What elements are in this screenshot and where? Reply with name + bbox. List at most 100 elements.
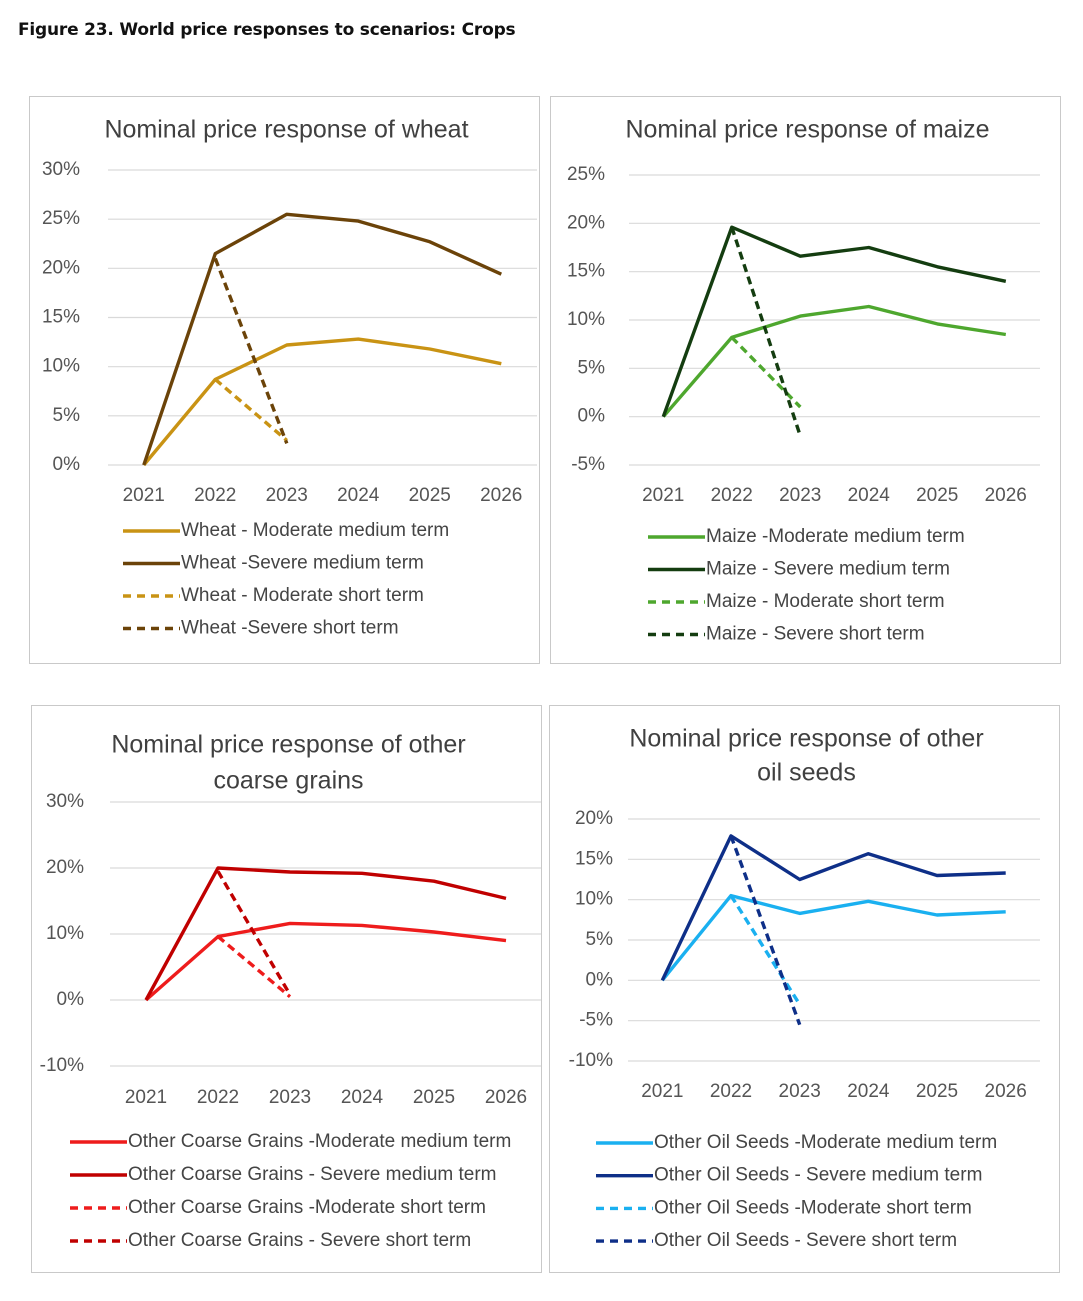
x-tick-label: 2024 — [847, 1081, 890, 1102]
y-tick-label: 20% — [575, 808, 613, 829]
chart-svg: Nominal price response of wheat 0% 5% 10% 15… — [42, 116, 537, 639]
legend-item: Wheat - Moderate short term — [123, 585, 424, 606]
legend-item: Other Coarse Grains - Severe short term — [70, 1230, 471, 1251]
chart-title: Nominal price response of other — [629, 725, 983, 753]
legend-item: Other Coarse Grains - Severe medium term — [70, 1164, 497, 1185]
chart-svg: Nominal price response of other oil seeds… — [569, 725, 1040, 1251]
y-tick-label: -10% — [569, 1050, 613, 1071]
legend-label: Wheat - Moderate short term — [181, 585, 424, 606]
legend-item: Other Oil Seeds - Severe short term — [596, 1230, 957, 1251]
series-line-wheat-severe-short-term — [213, 257, 289, 445]
x-tick-label: 2023 — [266, 485, 308, 506]
legend-item: Wheat -Severe short term — [123, 618, 399, 639]
y-tick-label: 10% — [575, 889, 613, 910]
legend-label: Other Oil Seeds - Severe short term — [654, 1230, 957, 1251]
y-tick-label: 0% — [586, 969, 614, 990]
x-tick-label: 2021 — [641, 1081, 683, 1102]
series-line-maize-severe-short-term — [730, 226, 802, 437]
x-tick-label: 2026 — [485, 1087, 527, 1108]
x-tick-label: 2026 — [985, 485, 1027, 506]
legend-label: Maize - Severe medium term — [706, 559, 950, 580]
y-tick-label: 5% — [53, 405, 81, 426]
series-line-wheat-severe-medium-term — [142, 212, 503, 466]
series-line-wheat-moderate-short-term — [214, 378, 288, 442]
figure-title: Figure 23. World price responses to scen… — [18, 20, 516, 40]
y-tick-label: 5% — [578, 357, 606, 378]
y-tick-label: 10% — [46, 923, 84, 944]
legend-item: Maize -Moderate medium term — [648, 526, 965, 547]
x-tick-label: 2024 — [341, 1087, 384, 1108]
x-tick-label: 2021 — [125, 1087, 167, 1108]
y-tick-label: 25% — [567, 164, 605, 185]
x-tick-label: 2023 — [269, 1087, 311, 1108]
coarse-grains-chart-panel: Nominal price response of other coarse gr… — [31, 705, 542, 1273]
series-line-other-oil-seeds-severe-short-term — [729, 835, 802, 1026]
legend-item: Maize - Severe short term — [648, 624, 925, 645]
y-tick-label: 10% — [567, 309, 605, 330]
legend-label: Other Oil Seeds -Moderate medium term — [654, 1132, 997, 1153]
legend-item: Other Oil Seeds -Moderate medium term — [596, 1132, 997, 1153]
y-tick-label: 10% — [42, 356, 80, 377]
y-tick-label: 30% — [46, 791, 84, 812]
series-line-other-oil-seeds-severe-medium-term — [660, 834, 1006, 982]
x-tick-label: 2021 — [123, 485, 165, 506]
y-tick-label: 15% — [567, 261, 605, 282]
series-line-other-coarse-grains-severe-medium-term — [144, 866, 507, 1001]
y-tick-label: 20% — [567, 212, 605, 233]
legend-label: Other Oil Seeds -Moderate short term — [654, 1197, 972, 1218]
legend-label: Other Oil Seeds - Severe medium term — [654, 1165, 982, 1186]
x-tick-label: 2025 — [413, 1087, 455, 1108]
chart-title: Nominal price response of maize — [625, 116, 989, 144]
legend-item: Other Coarse Grains -Moderate medium ter… — [70, 1131, 511, 1152]
legend-item: Wheat -Severe medium term — [123, 553, 424, 574]
y-tick-label: -10% — [40, 1055, 84, 1076]
legend-item: Other Coarse Grains -Moderate short term — [70, 1197, 486, 1218]
series-line-other-oil-seeds-moderate-short-term — [729, 894, 802, 1006]
y-tick-label: 0% — [578, 406, 606, 427]
x-tick-label: 2022 — [197, 1087, 239, 1108]
chart-title: Nominal price response of other — [111, 731, 465, 759]
wheat-chart-panel: Nominal price response of wheat 0% 5% 10% 15… — [29, 96, 540, 664]
y-tick-label: 0% — [53, 454, 81, 475]
x-tick-label: 2026 — [985, 1081, 1027, 1102]
y-tick-label: -5% — [571, 454, 605, 475]
x-tick-label: 2025 — [916, 485, 958, 506]
chart-title: Nominal price response of wheat — [104, 116, 468, 144]
series-line-maize-severe-medium-term — [661, 225, 1007, 418]
legend-item: Wheat - Moderate medium term — [123, 520, 449, 541]
series-line-other-oil-seeds-moderate-medium-term — [660, 893, 1006, 982]
legend-label: Wheat -Severe short term — [181, 618, 399, 639]
x-tick-label: 2024 — [848, 485, 891, 506]
y-tick-label: 5% — [586, 929, 614, 950]
y-tick-label: 15% — [42, 307, 80, 328]
legend-label: Other Coarse Grains -Moderate medium ter… — [128, 1131, 511, 1152]
x-tick-label: 2022 — [711, 485, 753, 506]
legend-item: Other Oil Seeds -Moderate short term — [596, 1197, 972, 1218]
y-tick-label: 25% — [42, 208, 80, 229]
series-line-wheat-moderate-medium-term — [142, 337, 502, 467]
chart-svg: Nominal price response of maize -5% 0% 5% 10… — [567, 116, 1040, 645]
legend-label: Wheat - Moderate medium term — [181, 520, 449, 541]
x-tick-label: 2022 — [194, 485, 236, 506]
y-tick-label: 0% — [57, 989, 85, 1010]
x-tick-label: 2024 — [337, 485, 380, 506]
series-line-maize-moderate-medium-term — [662, 304, 1007, 418]
legend-item: Other Oil Seeds - Severe medium term — [596, 1165, 982, 1186]
x-tick-label: 2023 — [779, 485, 821, 506]
x-tick-label: 2025 — [916, 1081, 958, 1102]
y-tick-label: -5% — [579, 1010, 613, 1031]
series-line-other-coarse-grains-severe-short-term — [216, 870, 292, 996]
legend-label: Wheat -Severe medium term — [181, 553, 424, 574]
y-tick-label: 30% — [42, 159, 80, 180]
legend-label: Maize -Moderate medium term — [706, 526, 965, 547]
legend-item: Maize - Moderate short term — [648, 591, 945, 612]
maize-chart-panel: Nominal price response of maize -5% 0% 5% 10… — [550, 96, 1061, 664]
legend-label: Maize - Moderate short term — [706, 591, 945, 612]
x-tick-label: 2022 — [710, 1081, 752, 1102]
chart-svg: Nominal price response of other coarse gr… — [40, 731, 541, 1251]
y-tick-label: 20% — [42, 257, 80, 278]
oil-seeds-chart-panel: Nominal price response of other oil seeds… — [549, 705, 1060, 1273]
x-tick-label: 2026 — [480, 485, 522, 506]
x-tick-label: 2021 — [642, 485, 684, 506]
y-tick-label: 20% — [46, 857, 84, 878]
